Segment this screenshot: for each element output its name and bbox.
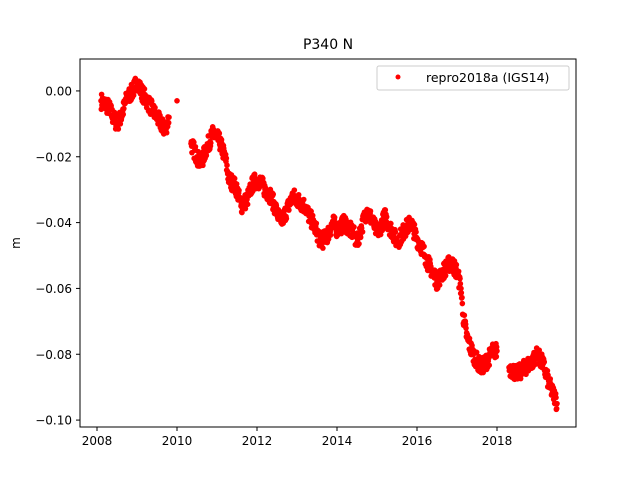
x-axis: 2008 2010 2012 2014 2016 2018 <box>82 427 513 448</box>
data-point <box>331 214 338 221</box>
data-point <box>236 187 242 194</box>
data-point <box>270 191 277 198</box>
data-point <box>309 212 316 219</box>
data-point <box>458 285 464 292</box>
y-tick-label: −0.02 <box>35 150 72 164</box>
legend-label: repro2018a (IGS14) <box>426 70 549 85</box>
legend-box <box>376 65 570 91</box>
data-point <box>295 191 302 198</box>
data-point <box>251 171 258 178</box>
data-point <box>357 234 364 241</box>
legend-marker <box>395 74 401 80</box>
data-point <box>359 229 366 235</box>
data-point <box>242 205 249 212</box>
x-tick-label: 2014 <box>322 434 353 448</box>
data-point <box>382 207 389 213</box>
data-point <box>159 116 166 122</box>
chart-title: P340 N <box>303 37 353 53</box>
data-point <box>231 175 238 182</box>
x-tick-label: 2018 <box>482 434 513 448</box>
data-point <box>291 187 298 193</box>
data-point <box>388 220 394 227</box>
data-point <box>541 359 548 365</box>
data-point <box>130 92 137 99</box>
data-point <box>356 240 362 247</box>
data-point <box>453 261 460 268</box>
data-point <box>392 229 399 235</box>
legend: repro2018a (IGS14) <box>376 65 570 91</box>
data-point <box>494 348 500 354</box>
data-point <box>436 282 443 288</box>
data-point <box>120 111 127 118</box>
data-point <box>442 272 449 279</box>
data-point <box>367 208 374 214</box>
data-point <box>457 275 463 282</box>
data-point <box>174 98 180 104</box>
data-point <box>553 394 559 401</box>
y-axis: 0.00 −0.02 −0.04 −0.06 −0.08 −0.10 <box>35 84 80 428</box>
data-point <box>554 400 560 407</box>
data-point <box>459 300 466 307</box>
data-point <box>207 140 214 146</box>
data-point <box>457 280 464 287</box>
data-point <box>300 196 307 203</box>
data-point <box>351 224 357 230</box>
data-point <box>459 294 465 301</box>
data-point <box>152 104 158 111</box>
data-point <box>115 126 122 132</box>
data-point <box>455 268 462 275</box>
y-tick-label: −0.10 <box>35 414 72 428</box>
data-point <box>223 155 230 162</box>
data-point <box>463 325 469 331</box>
x-tick-label: 2012 <box>242 434 273 448</box>
data-point <box>286 207 292 213</box>
data-point <box>553 405 560 412</box>
data-point <box>411 221 418 228</box>
data-point <box>461 312 468 319</box>
data-point <box>166 114 172 121</box>
data-point <box>486 362 493 369</box>
data-point <box>493 353 500 360</box>
data-point <box>191 139 197 146</box>
y-tick-label: 0.00 <box>45 84 72 98</box>
y-axis-label: m <box>9 237 23 249</box>
data-point <box>547 376 554 382</box>
data-point <box>121 105 127 112</box>
data-point <box>544 367 551 374</box>
data-point <box>283 215 290 222</box>
data-point <box>421 243 427 250</box>
data-point <box>458 289 465 296</box>
data-point <box>165 119 172 126</box>
data-point <box>473 349 480 356</box>
plot-frame <box>79 58 577 428</box>
data-point <box>203 152 210 159</box>
data-point <box>327 232 334 238</box>
data-points <box>98 75 560 413</box>
data-point <box>163 129 170 136</box>
y-tick-label: −0.04 <box>35 216 72 230</box>
data-point <box>141 86 148 92</box>
data-point <box>536 347 543 353</box>
data-point <box>383 214 390 220</box>
data-point <box>216 130 223 137</box>
data-point <box>192 143 199 150</box>
data-point <box>320 245 326 251</box>
data-point <box>224 162 230 169</box>
data-point <box>244 201 251 208</box>
y-tick-label: −0.08 <box>35 348 72 362</box>
x-tick-label: 2008 <box>82 434 113 448</box>
x-tick-label: 2016 <box>402 434 433 448</box>
data-point <box>313 220 320 227</box>
data-point <box>413 229 419 235</box>
data-point <box>233 181 240 187</box>
y-tick-label: −0.06 <box>35 282 72 296</box>
x-tick-label: 2010 <box>162 434 193 448</box>
